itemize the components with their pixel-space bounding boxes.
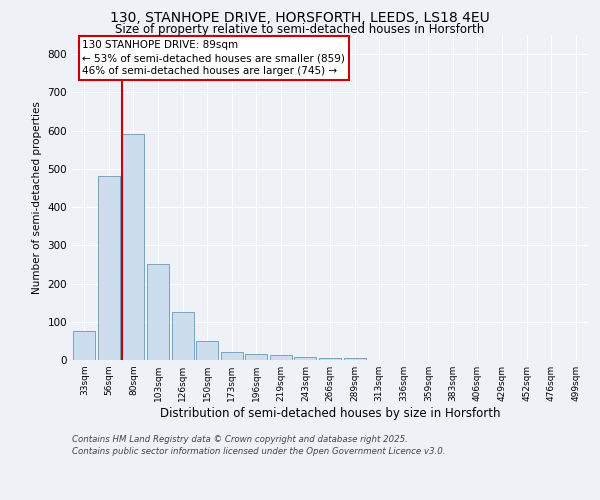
Text: Contains public sector information licensed under the Open Government Licence v3: Contains public sector information licen…: [72, 448, 445, 456]
Text: Contains HM Land Registry data © Crown copyright and database right 2025.: Contains HM Land Registry data © Crown c…: [72, 435, 408, 444]
Bar: [344, 358, 365, 360]
Text: 130, STANHOPE DRIVE, HORSFORTH, LEEDS, LS18 4EU: 130, STANHOPE DRIVE, HORSFORTH, LEEDS, L…: [110, 11, 490, 25]
Bar: [245, 354, 268, 360]
Text: 130 STANHOPE DRIVE: 89sqm
← 53% of semi-detached houses are smaller (859)
46% of: 130 STANHOPE DRIVE: 89sqm ← 53% of semi-…: [82, 40, 345, 76]
Text: Size of property relative to semi-detached houses in Horsforth: Size of property relative to semi-detach…: [115, 22, 485, 36]
Bar: [270, 356, 292, 360]
Bar: [147, 264, 169, 360]
Bar: [295, 357, 316, 360]
Bar: [98, 176, 120, 360]
Y-axis label: Number of semi-detached properties: Number of semi-detached properties: [32, 101, 42, 294]
Bar: [172, 312, 194, 360]
Bar: [221, 352, 243, 360]
Bar: [122, 134, 145, 360]
X-axis label: Distribution of semi-detached houses by size in Horsforth: Distribution of semi-detached houses by …: [160, 407, 500, 420]
Bar: [196, 341, 218, 360]
Bar: [73, 332, 95, 360]
Bar: [319, 358, 341, 360]
